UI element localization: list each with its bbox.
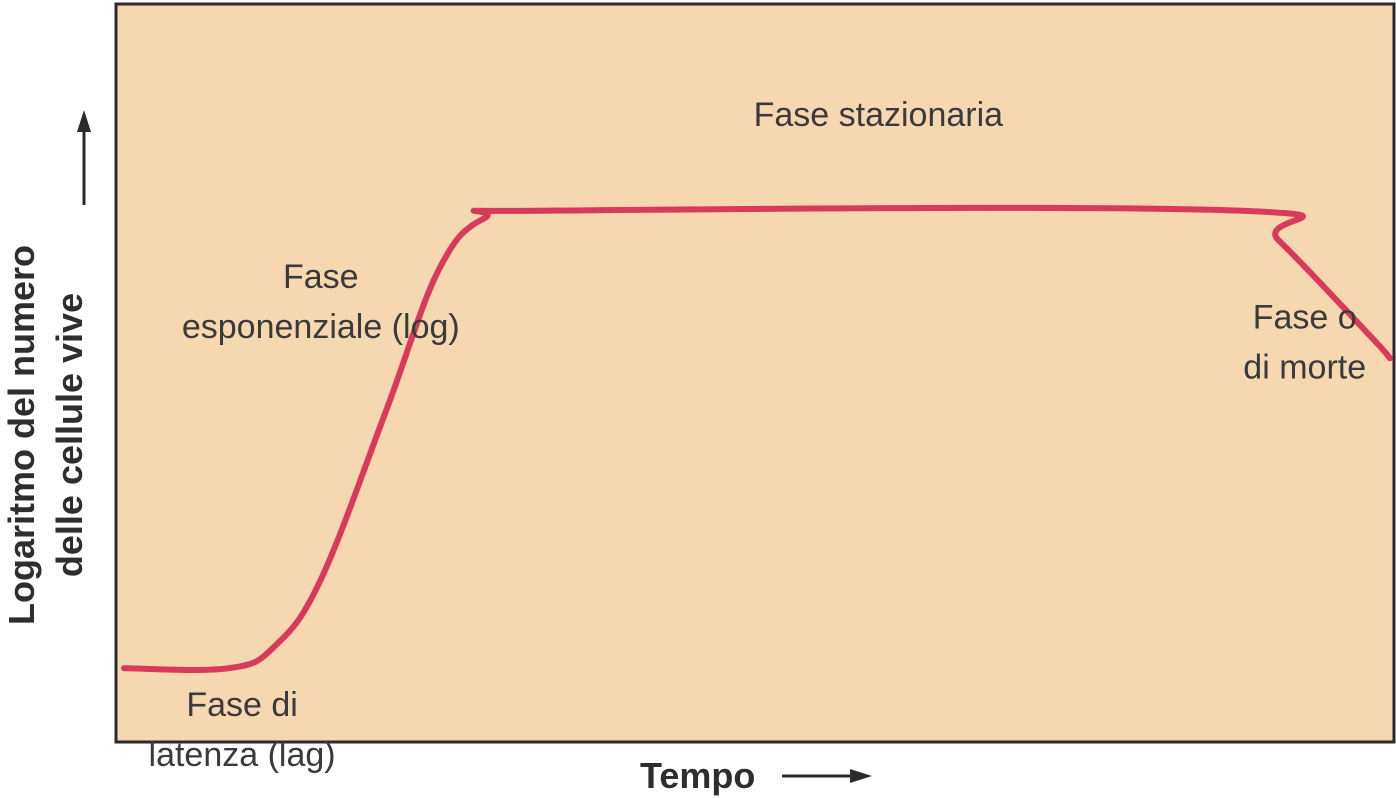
phase-annotation-line: Fase stazionaria xyxy=(754,96,1004,134)
phase-annotation-line: Fase xyxy=(283,258,359,296)
y-axis-arrow xyxy=(77,110,91,205)
y-axis-title: Logaritmo del numero delle cellule vive xyxy=(1,245,90,625)
phase-annotation-2: Fase stazionaria xyxy=(754,96,1004,134)
phase-annotation-3: Fase o di morte xyxy=(1243,299,1366,387)
phase-annotation-line: esponenziale (log) xyxy=(182,308,460,346)
phase-annotation-1: Fase esponenziale (log) xyxy=(182,258,460,346)
phase-annotation-line: Fase di xyxy=(186,686,298,724)
x-axis-arrow xyxy=(782,769,872,783)
phase-annotation-line: di morte xyxy=(1243,349,1366,387)
x-axis-label: Tempo xyxy=(640,755,755,796)
plot-area xyxy=(114,2,1396,744)
phase-annotations: Fase di latenza (lag) Fase esponenziale (lo… xyxy=(149,96,1367,774)
y-axis-label-line-1: Logaritmo del numero xyxy=(1,245,42,625)
phase-annotation-line: latenza (lag) xyxy=(149,736,336,774)
growth-curve-line xyxy=(121,204,1393,673)
phase-annotation-line: Fase o xyxy=(1253,299,1357,337)
y-axis-label-line-2: delle cellule vive xyxy=(49,293,90,577)
phase-annotation-0: Fase di latenza (lag) xyxy=(149,686,336,774)
